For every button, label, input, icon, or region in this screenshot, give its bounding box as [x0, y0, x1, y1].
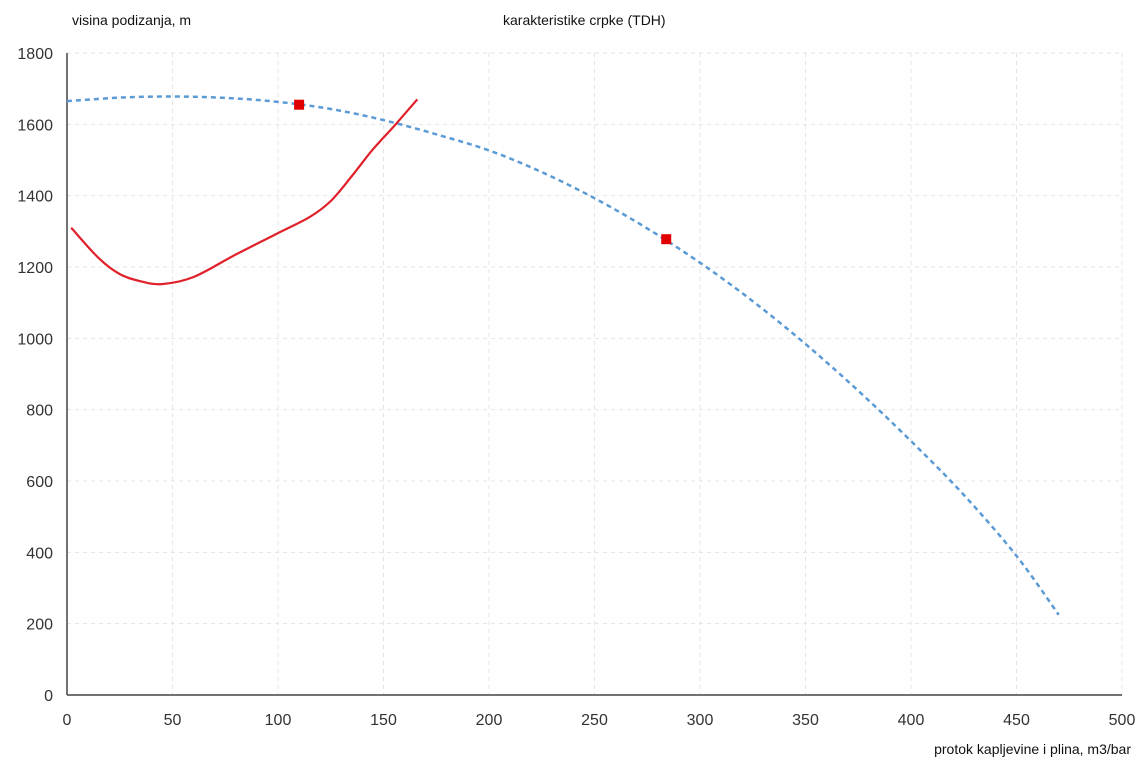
y-tick-label: 0 — [44, 688, 53, 705]
x-tick-label: 450 — [1003, 712, 1030, 729]
y-tick-label: 600 — [26, 474, 53, 491]
x-tick-label: 0 — [63, 712, 72, 729]
y-tick-label: 400 — [26, 545, 53, 562]
y-tick-label: 1600 — [17, 117, 53, 134]
tick-labels: 0 200 400 600 800 1000 1200 1400 1600 1800 0 50 100 1… — [17, 46, 1135, 729]
pump-curve-line — [66, 95, 1060, 616]
y-axis-label: visina podizanja, m — [72, 12, 192, 28]
y-tick-label: 1400 — [17, 189, 53, 206]
x-tick-label: 150 — [370, 712, 397, 729]
x-tick-label: 350 — [792, 712, 819, 729]
system-curve-line — [70, 98, 419, 286]
markers-group — [294, 99, 672, 245]
operating-point-marker — [294, 99, 305, 110]
y-tick-label: 800 — [26, 403, 53, 420]
axes — [66, 53, 1122, 696]
grid — [67, 52, 1123, 695]
y-tick-label: 1000 — [17, 331, 53, 348]
x-tick-label: 300 — [687, 712, 714, 729]
x-tick-label: 50 — [164, 712, 182, 729]
x-tick-label: 500 — [1109, 712, 1136, 729]
x-tick-label: 200 — [476, 712, 503, 729]
y-tick-label: 1200 — [17, 260, 53, 277]
x-tick-label: 400 — [898, 712, 925, 729]
x-tick-label: 250 — [581, 712, 608, 729]
x-tick-label: 100 — [265, 712, 292, 729]
chart-title: karakteristike crpke (TDH) — [503, 12, 666, 28]
y-tick-label: 200 — [26, 617, 53, 634]
x-axis-label: protok kapljevine i plina, m3/bar — [934, 741, 1131, 757]
series-group — [66, 95, 1060, 616]
operating-point-marker — [661, 234, 672, 245]
y-tick-label: 1800 — [17, 46, 53, 63]
